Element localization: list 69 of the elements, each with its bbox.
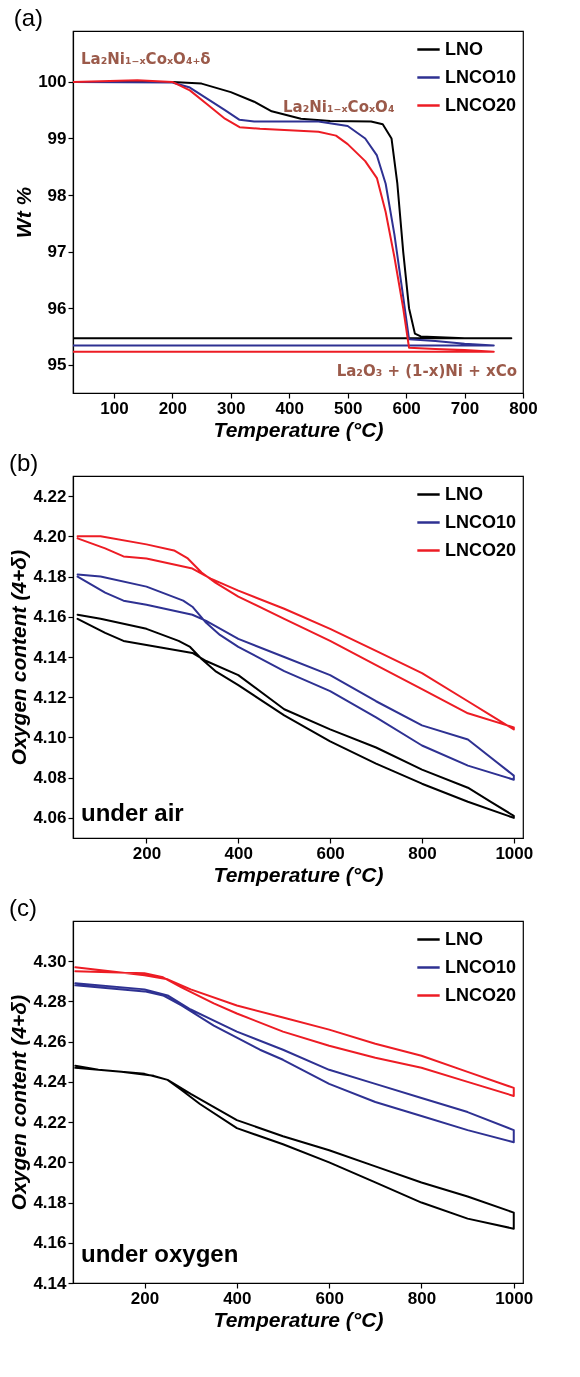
- legend-label: LNO: [445, 483, 483, 504]
- line-series: [76, 613, 515, 819]
- y-tick-label: 4.14: [33, 647, 68, 667]
- y-tick-label: 4.08: [33, 768, 67, 788]
- line-series: [76, 573, 515, 781]
- x-tick-label: 200: [158, 398, 188, 418]
- y-axis-title: Oxygen content (4+δ): [7, 549, 31, 766]
- x-tick-label: 700: [450, 398, 480, 418]
- annotation: La₂Ni₁₋ₓCoₓO₄₊δ: [81, 50, 211, 68]
- line-series: [76, 535, 515, 731]
- x-tick-label: 300: [217, 398, 246, 418]
- y-tick-label: 4.20: [33, 1152, 67, 1172]
- chart-title: (b): [8, 449, 39, 476]
- y-tick-label: 100: [38, 72, 67, 92]
- x-tick-label: 600: [315, 1288, 344, 1308]
- legend-label: LNCO20: [445, 94, 517, 115]
- y-tick-label: 4.14: [33, 1273, 68, 1293]
- y-tick-label: 4.18: [33, 567, 67, 587]
- y-tick-label: 98: [47, 185, 67, 205]
- y-tick-label: 4.22: [33, 1112, 67, 1132]
- legend-label: LNCO10: [445, 66, 517, 87]
- y-tick-label: 4.26: [33, 1032, 67, 1052]
- legend-label: LNCO10: [445, 956, 517, 977]
- legend-label: LNO: [445, 928, 483, 949]
- legend-label: LNCO10: [445, 511, 517, 532]
- x-tick-label: 400: [224, 843, 253, 863]
- y-tick-label: 4.22: [33, 486, 67, 506]
- x-tick-label: 800: [408, 843, 437, 863]
- annotation: La₂Ni₁₋ₓCoₓO₄: [283, 98, 395, 116]
- x-tick-label: 200: [132, 843, 162, 863]
- x-tick-label: 1000: [495, 1288, 534, 1308]
- x-tick-label: 600: [316, 843, 345, 863]
- y-tick-label: 4.30: [33, 951, 67, 971]
- x-axis-title: Temperature (°C): [213, 417, 384, 441]
- legend-label: LNCO20: [445, 539, 517, 560]
- chart-title: (c): [8, 894, 37, 921]
- annotation: La₂O₃ + (1-x)Ni + xCo: [336, 362, 517, 380]
- x-tick-label: 100: [100, 398, 129, 418]
- chart-title: (a): [13, 4, 43, 31]
- y-tick-label: 96: [47, 298, 67, 318]
- annotation: under oxygen: [81, 1240, 239, 1267]
- x-tick-label: 800: [407, 1288, 437, 1308]
- x-axis-title: Temperature (°C): [213, 1307, 384, 1331]
- x-tick-label: 500: [333, 398, 363, 418]
- x-tick-label: 400: [223, 1288, 252, 1308]
- x-tick-label: 600: [392, 398, 421, 418]
- y-tick-label: 4.06: [33, 808, 67, 828]
- y-tick-label: 4.16: [33, 1233, 67, 1253]
- y-tick-label: 99: [47, 128, 67, 148]
- x-axis-title: Temperature (°C): [213, 862, 384, 886]
- y-tick-label: 4.28: [33, 991, 67, 1011]
- x-tick-label: 1000: [495, 843, 534, 863]
- y-tick-label: 4.12: [33, 687, 67, 707]
- x-tick-label: 400: [275, 398, 304, 418]
- x-tick-label: 200: [130, 1288, 160, 1308]
- legend-label: LNCO20: [445, 984, 517, 1005]
- y-tick-label: 4.18: [33, 1193, 67, 1213]
- y-tick-label: 4.24: [33, 1072, 68, 1092]
- y-axis-title: Oxygen content (4+δ): [7, 994, 31, 1211]
- legend-label: LNO: [445, 38, 483, 59]
- y-tick-label: 4.20: [33, 526, 67, 546]
- y-tick-label: 95: [47, 355, 67, 375]
- annotation: under air: [81, 799, 184, 826]
- y-axis-title: Wt %: [12, 186, 36, 239]
- x-tick-label: 800: [509, 398, 538, 418]
- line-series: [74, 982, 515, 1144]
- y-tick-label: 97: [47, 242, 67, 262]
- y-tick-label: 4.10: [33, 727, 67, 747]
- y-tick-label: 4.16: [33, 607, 67, 627]
